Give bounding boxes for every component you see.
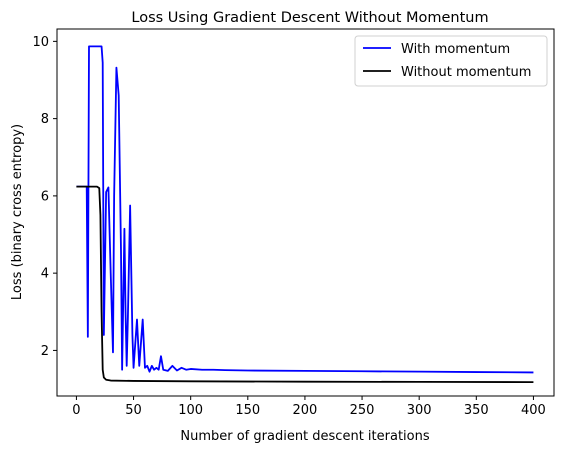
series-line-with-momentum [76,45,534,374]
y-tick-label: 10 [32,35,49,50]
plot-area [56,28,555,397]
x-tick-label: 0 [72,403,80,418]
x-tick-label: 400 [521,403,546,418]
y-tick-label: 6 [41,189,49,204]
x-tick-label: 100 [178,403,203,418]
series-line-without-momentum [76,185,534,383]
x-tick-label: 300 [407,403,432,418]
x-tick-label: 350 [464,403,489,418]
y-axis-label: Loss (binary cross entropy) [10,124,25,300]
legend: With momentum Without momentum [354,35,548,87]
x-tick-label: 250 [350,403,375,418]
x-tick-label: 150 [235,403,260,418]
x-axis-ticks: 0 50 100 150 200 250 300 350 400 [72,396,546,418]
y-tick-label: 8 [41,112,49,127]
y-axis-ticks: 2 4 6 8 10 [32,35,57,359]
plot-frame [56,28,555,397]
x-tick-label: 200 [293,403,318,418]
legend-label-with-momentum: With momentum [401,42,510,57]
series-layer [76,45,534,383]
x-axis-label: Number of gradient descent iterations [180,429,429,444]
chart-title: Loss Using Gradient Descent Without Mome… [131,10,488,26]
y-tick-label: 4 [41,267,49,282]
legend-label-without-momentum: Without momentum [401,65,531,80]
legend-box [354,35,548,87]
x-tick-label: 50 [125,403,142,418]
y-tick-label: 2 [41,344,49,359]
